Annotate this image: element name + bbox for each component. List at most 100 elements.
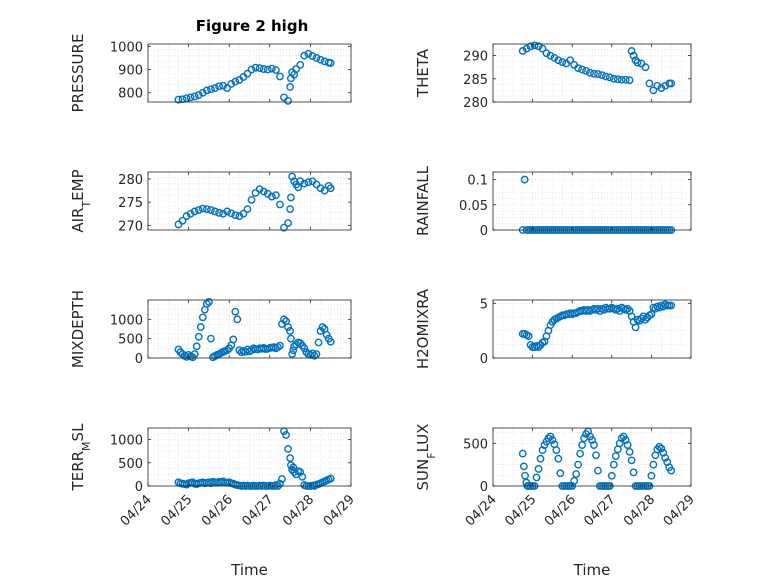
data-point [284, 219, 292, 227]
data-point [655, 442, 664, 451]
xtick-label: 04/28 [621, 492, 658, 529]
data-point [326, 337, 335, 346]
data-point [326, 184, 335, 193]
data-point [649, 460, 658, 469]
ylabel: PRESSURE [69, 34, 87, 113]
data-point [594, 466, 602, 475]
data-point [633, 58, 642, 67]
data-point [290, 342, 299, 351]
data-point [520, 175, 529, 184]
data-point [623, 441, 632, 449]
series-markers [174, 172, 335, 232]
xlabel: Time [230, 561, 268, 579]
ytick-label: 0.1 [467, 174, 488, 189]
xtick-label: 04/24 [118, 492, 155, 529]
ytick-label: 280 [118, 173, 143, 188]
data-point [326, 59, 335, 67]
data-point [566, 56, 575, 65]
data-point [304, 49, 313, 58]
data-point [231, 211, 240, 220]
ytick-label: 0 [480, 352, 488, 367]
ylabel: MIXDEPTH [69, 290, 87, 368]
axes-box [492, 427, 692, 487]
xtick-label: 04/28 [280, 492, 317, 529]
data-point [607, 471, 616, 480]
ylabel: AIRTEMP [69, 169, 93, 232]
data-point [552, 446, 561, 455]
axes-box [147, 427, 352, 487]
data-point [231, 77, 240, 86]
data-point [641, 63, 650, 72]
data-point [296, 177, 305, 186]
ytick-label: 800 [118, 87, 143, 102]
data-point [576, 449, 585, 458]
data-point [215, 208, 223, 217]
data-point [174, 95, 183, 104]
data-point [649, 86, 658, 95]
data-point [519, 462, 528, 471]
data-point [178, 95, 187, 104]
axes-box [492, 171, 692, 231]
data-point [530, 41, 539, 50]
ytick-label: 500 [118, 457, 143, 472]
data-point [645, 79, 654, 88]
data-point [655, 303, 664, 312]
data-point [276, 200, 284, 209]
data-point [255, 64, 264, 73]
data-point [227, 209, 236, 218]
axes-box [492, 299, 692, 359]
xtick-label: 04/26 [199, 492, 236, 529]
data-point [574, 64, 583, 73]
xtick-label: 04/26 [542, 492, 579, 529]
data-point [627, 456, 636, 465]
data-point [570, 476, 579, 485]
data-point [625, 447, 634, 456]
subplot-terr_msl: 0 500 1000 04/24 04/25 04/26 04/27 04/28 04/29 TE… [69, 423, 358, 579]
data-point [276, 479, 284, 488]
xlabel: Time [573, 561, 611, 579]
data-point [598, 71, 606, 79]
data-point [522, 44, 531, 53]
data-point [186, 209, 195, 218]
data-point [276, 72, 284, 81]
data-point [267, 192, 276, 201]
subplot-mixdepth: 0 500 1000 MIXDEPTH [69, 290, 352, 368]
data-point [609, 460, 618, 469]
data-point [207, 206, 215, 214]
data-point [609, 74, 618, 83]
data-point [586, 68, 594, 77]
ytick-label: 500 [463, 437, 488, 452]
xtick-label: 04/25 [158, 492, 195, 529]
xtick-label: 04/25 [502, 492, 539, 529]
data-point [310, 351, 319, 360]
subplot-air_temp: 270 275 280 AIRTEMP [69, 169, 352, 234]
data-point [202, 86, 211, 95]
data-point [546, 51, 555, 60]
data-point [219, 81, 228, 90]
data-point [207, 85, 215, 94]
subplot-grid: 800 900 1000 PRESSURE 280 285 290 THETA 270 275 28… [69, 34, 698, 579]
data-point [190, 207, 199, 216]
data-point [613, 75, 622, 84]
data-point [653, 81, 662, 90]
data-point [657, 84, 666, 92]
data-point [550, 54, 559, 62]
ytick-label: 285 [463, 73, 488, 88]
data-point [235, 212, 244, 220]
data-point [300, 179, 309, 188]
data-point [304, 178, 313, 187]
data-point [271, 66, 280, 74]
data-point [194, 91, 203, 99]
xtick-label: 04/24 [463, 492, 500, 529]
data-point [278, 475, 286, 483]
data-point [271, 191, 280, 200]
xtick-label: 04/29 [661, 492, 698, 529]
data-point [554, 454, 563, 463]
series-markers [174, 298, 335, 362]
axes-box [492, 43, 692, 103]
data-point [223, 346, 232, 355]
data-point [288, 350, 297, 359]
data-point [601, 72, 610, 81]
axes-box [147, 171, 352, 231]
data-point [198, 313, 207, 322]
